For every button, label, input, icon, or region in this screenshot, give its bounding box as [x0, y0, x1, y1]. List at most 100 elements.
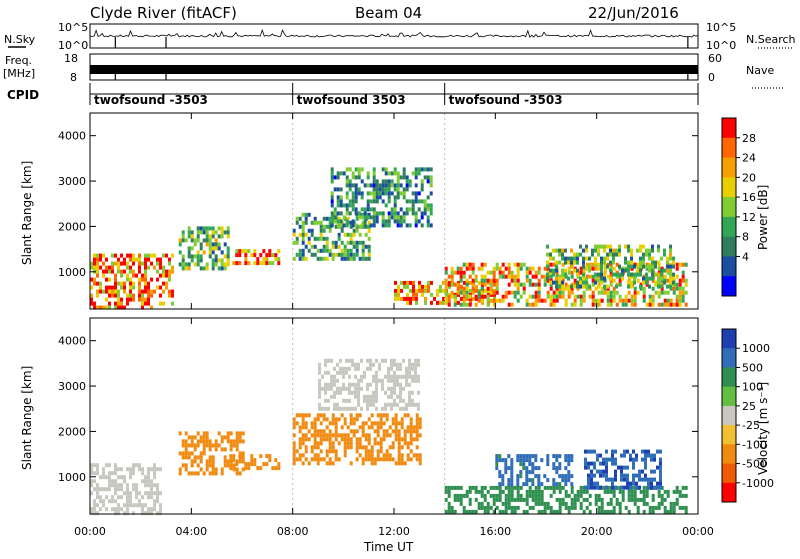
heatmap-cell [319, 421, 323, 426]
heatmap-cell [507, 501, 511, 506]
heatmap-cell [681, 274, 685, 279]
heatmap-cell [483, 509, 487, 514]
heatmap-cell [301, 433, 305, 438]
heatmap-cell [354, 175, 358, 180]
heatmap-cell [498, 509, 502, 514]
velocity-cb-swatch-2 [722, 367, 736, 388]
heatmap-cell [316, 461, 320, 466]
heatmap-cell [418, 280, 421, 285]
heatmap-cell [534, 270, 538, 275]
power-ytick-label-1: 2000 [58, 220, 86, 233]
heatmap-cell [651, 298, 655, 303]
heatmap-cell [522, 262, 526, 267]
heatmap-cell [537, 290, 541, 295]
heatmap-cell [531, 302, 535, 307]
heatmap-cell [132, 511, 135, 516]
heatmap-cell [376, 441, 380, 446]
heatmap-cell [636, 272, 639, 277]
heatmap-cell [295, 216, 299, 221]
heatmap-cell [418, 457, 422, 462]
heatmap-cell [546, 501, 550, 506]
heatmap-cell [352, 421, 356, 426]
heatmap-cell [178, 471, 182, 476]
heatmap-cell [414, 215, 418, 220]
heatmap-cell [417, 167, 421, 172]
heatmap-cell [406, 445, 410, 450]
heatmap-cell [318, 362, 321, 367]
heatmap-cell [316, 417, 320, 422]
heatmap-cell [638, 473, 641, 478]
heatmap-cell [336, 171, 340, 176]
heatmap-cell [606, 286, 610, 291]
heatmap-cell [412, 288, 415, 293]
heatmap-cell [623, 477, 626, 482]
heatmap-cell [181, 234, 185, 239]
heatmap-cell [96, 289, 99, 294]
heatmap-cell [156, 277, 159, 282]
heatmap-cell [217, 258, 221, 263]
heatmap-cell [384, 203, 388, 208]
heatmap-cell [369, 191, 373, 196]
heatmap-cell [292, 457, 296, 462]
heatmap-cell [399, 386, 402, 391]
heatmap-cell [162, 253, 165, 258]
heatmap-cell [612, 493, 616, 498]
heatmap-cell [318, 370, 321, 375]
heatmap-cell [132, 261, 135, 266]
heatmap-cell [168, 269, 171, 274]
heatmap-cell [393, 382, 396, 387]
heatmap-cell [327, 386, 330, 391]
heatmap-cell [469, 288, 472, 293]
heatmap-cell [354, 374, 357, 379]
heatmap-cell [165, 285, 168, 290]
heatmap-cell [549, 509, 553, 514]
heatmap-cell [471, 262, 475, 267]
heatmap-cell [190, 254, 194, 259]
heatmap-cell [384, 402, 387, 407]
heatmap-cell [123, 475, 126, 480]
heatmap-cell [397, 433, 401, 438]
heatmap-cell [330, 211, 334, 216]
heatmap-cell [420, 167, 424, 172]
heatmap-cell [381, 219, 385, 224]
heatmap-cell [247, 462, 251, 467]
heatmap-cell [507, 274, 511, 279]
heatmap-cell [534, 298, 538, 303]
heatmap-cell [331, 441, 335, 446]
heatmap-cell [555, 470, 559, 475]
heatmap-cell [624, 244, 627, 249]
heatmap-cell [345, 207, 349, 212]
heatmap-cell [349, 429, 353, 434]
heatmap-cell [214, 443, 218, 448]
heatmap-cell [96, 265, 99, 270]
heatmap-cell [626, 465, 629, 470]
heatmap-cell [564, 260, 567, 265]
heatmap-cell [546, 272, 549, 277]
heatmap-cell [481, 280, 484, 285]
heatmap-cell [168, 289, 171, 294]
heatmap-cell [343, 433, 347, 438]
heatmap-cell [669, 286, 673, 291]
heatmap-cell [364, 437, 368, 442]
heatmap-cell [316, 236, 320, 241]
heatmap-cell [349, 461, 353, 466]
heatmap-cell [681, 493, 685, 498]
heatmap-cell [618, 264, 621, 269]
heatmap-cell [144, 269, 147, 274]
heatmap-cell [630, 294, 634, 299]
power-cb-tick-label-3: 16 [742, 191, 756, 204]
heatmap-cell [244, 466, 248, 471]
heatmap-cell [611, 461, 614, 466]
heatmap-cell [579, 501, 583, 506]
heatmap-cell [135, 487, 138, 492]
heatmap-cell [387, 191, 391, 196]
heatmap-cell [414, 195, 418, 200]
heatmap-cell [199, 459, 203, 464]
heatmap-cell [540, 493, 544, 498]
heatmap-cell [361, 445, 365, 450]
heatmap-cell [414, 362, 417, 367]
heatmap-cell [330, 386, 333, 391]
heatmap-cell [456, 286, 460, 291]
heatmap-cell [135, 273, 138, 278]
heatmap-cell [333, 382, 336, 387]
